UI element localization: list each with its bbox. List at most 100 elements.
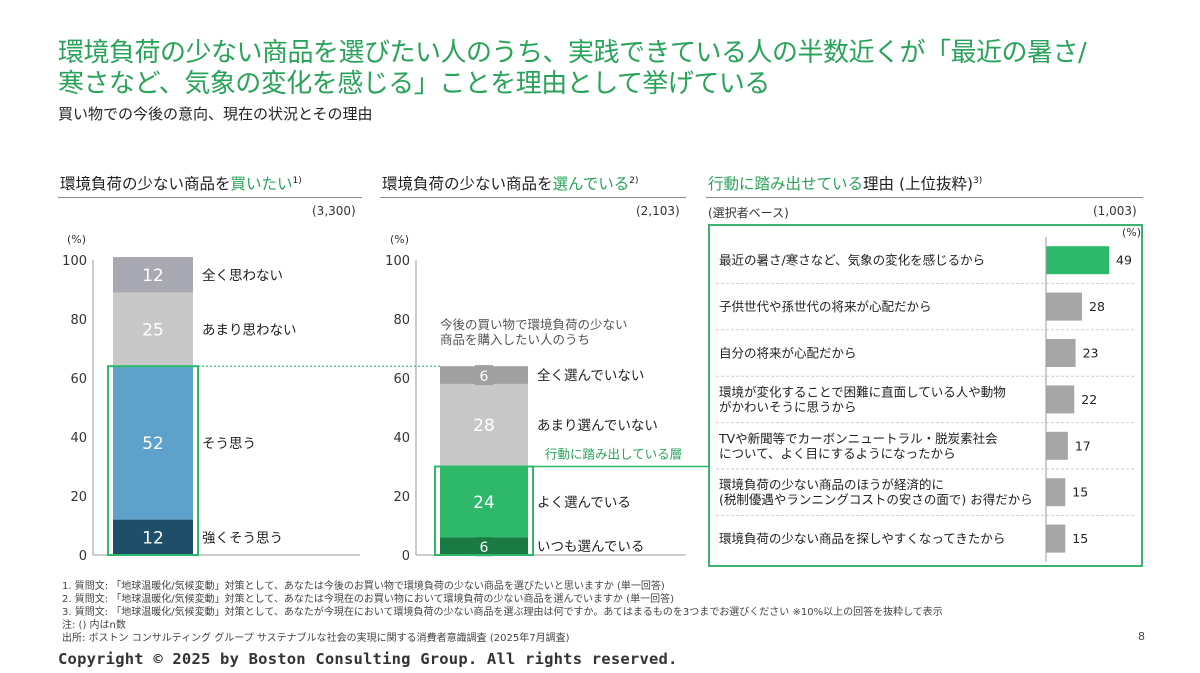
- reason-label: について、よく目にするようになったから: [719, 446, 956, 461]
- reason-value-label: 23: [1083, 346, 1099, 361]
- middle-title-highlight: 選んでいる: [552, 175, 630, 193]
- title-line-2: 寒さなど、気象の変化を感じる」ことを理由として挙げている: [58, 69, 770, 99]
- copyright: Copyright © 2025 by Boston Consulting Gr…: [58, 650, 678, 668]
- left-title-highlight: 買いたい: [230, 175, 293, 193]
- bar-segment: [113, 519, 193, 555]
- reason-value-label: 49: [1116, 253, 1132, 268]
- reason-label: 子供世代や孫世代の将来が心配だから: [719, 299, 932, 314]
- y-tick-label: 60: [70, 372, 87, 387]
- segment-name-label: いつも選んでいる: [537, 539, 644, 555]
- bar-segment: [113, 366, 193, 520]
- segment-value-label: 12: [142, 266, 164, 286]
- reason-label: 環境が変化することで困難に直面している人や動物: [719, 384, 1006, 399]
- page-title: 環境負荷の少ない商品を選びたい人のうち、実践できている人の半数近くが「最近の暑さ…: [58, 38, 1158, 100]
- right-panel-base: (1,003): [1093, 204, 1137, 218]
- bar-segment: [440, 383, 528, 467]
- middle-panel-title: 環境負荷の少ない商品を選んでいる2): [382, 172, 639, 194]
- y-tick-label: 60: [393, 372, 410, 387]
- right-title-text: 理由 (上位抜粋): [863, 175, 974, 193]
- right-panel-title: 行動に踏み出せている理由 (上位抜粋)3): [708, 172, 982, 194]
- left-stacked-chart: (%) 0 20 40 60 80 100 12 強くそう思う 52 そう思う 25 あまり思わない 12…: [62, 233, 360, 564]
- middle-panel-base: (2,103): [636, 204, 680, 218]
- page-subtitle: 買い物での今後の意向、現在の状況とその理由: [58, 105, 373, 123]
- reason-bar: [1046, 339, 1076, 367]
- connector-lines: 行動に踏み出している層: [107, 365, 708, 557]
- y-axis-unit: (%): [67, 233, 86, 246]
- right-panel-divider: [706, 197, 1143, 198]
- footnote-2: 2. 質問文: 「地球温暖化/気候変動」対策として、あなたは今現在のお買い物にお…: [62, 594, 675, 605]
- footnote-note: 注: () 内はn数: [62, 620, 126, 631]
- y-tick-label: 20: [70, 490, 87, 505]
- reason-bar: [1046, 246, 1109, 275]
- right-title-footnote-ref: 3): [973, 175, 983, 186]
- footnote-source: 出所: ボストン コンサルティング グループ サステナブルな社会の実現に関する消…: [62, 633, 570, 644]
- value-label-background: [475, 536, 493, 557]
- reason-label: 環境負荷の少ない商品を探しやすくなってきたから: [719, 531, 1005, 546]
- reason-label: TVや新聞等でカーボンニュートラル・脱炭素社会: [718, 431, 998, 446]
- middle-stacked-chart: (%) 0 20 40 60 80 100 6 いつも選んでいる 24 よく選んでいる 28 あまり選ん…: [385, 233, 686, 564]
- reason-bar: [1046, 385, 1075, 414]
- y-tick-label: 20: [393, 490, 410, 505]
- segment-name-label: あまり思わない: [202, 322, 297, 338]
- reason-bar: [1046, 524, 1066, 553]
- y-tick-label: 0: [79, 549, 87, 564]
- reason-label: 環境負荷の少ない商品のほうが経済的に: [719, 477, 944, 492]
- segment-name-label: 全く思わない: [202, 267, 283, 284]
- right-title-highlight: 行動に踏み出せている: [708, 175, 864, 193]
- segment-name-label: あまり選んでいない: [537, 418, 658, 434]
- middle-note-line: 商品を購入したい人のうち: [440, 332, 590, 347]
- left-title-footnote-ref: 1): [292, 175, 302, 186]
- segment-value-label: 52: [142, 434, 164, 454]
- right-panel-base-label: (選択者ベース): [708, 206, 789, 220]
- segment-name-label: 強くそう思う: [202, 530, 283, 546]
- reason-value-label: 15: [1072, 485, 1088, 500]
- action-layer-label: 行動に踏み出している層: [545, 447, 682, 462]
- middle-panel-divider: [380, 197, 686, 198]
- footnote-1: 1. 質問文: 「地球温暖化/気候変動」対策として、あなたは今後のお買い物で環境…: [62, 581, 665, 592]
- reason-bar: [1046, 292, 1082, 321]
- reason-label: 最近の暑さ/寒さなど、気象の変化を感じるから: [719, 253, 985, 268]
- left-panel-title: 環境負荷の少ない商品を買いたい1): [60, 172, 302, 194]
- reasons-unit: (%): [1122, 226, 1141, 239]
- bar-segment: [440, 466, 528, 538]
- segment-name-label: よく選んでいる: [537, 495, 631, 511]
- reason-label: がかわいそうに思うから: [719, 399, 857, 414]
- footnote-3: 3. 質問文: 「地球温暖化/気候変動」対策として、あなたが今現在において環境負…: [62, 607, 943, 618]
- segment-value-label: 12: [142, 528, 164, 548]
- y-axis-unit: (%): [390, 233, 409, 246]
- title-line-1: 環境負荷の少ない商品を選びたい人のうち、実践できている人の半数近くが「最近の暑さ…: [58, 38, 1087, 68]
- y-tick-label: 80: [393, 313, 410, 328]
- y-tick-label: 0: [402, 549, 410, 564]
- reason-bar: [1046, 431, 1068, 460]
- left-title-text: 環境負荷の少ない商品を: [60, 175, 231, 193]
- segment-name-label: 全く選んでいない: [537, 367, 644, 384]
- middle-title-footnote-ref: 2): [629, 175, 639, 186]
- reason-label: 自分の将来が心配だから: [719, 346, 857, 361]
- left-highlight-box: [107, 365, 199, 557]
- reason-value-label: 17: [1075, 438, 1091, 453]
- y-tick-label: 100: [62, 254, 87, 269]
- reasons-frame: [708, 224, 1143, 567]
- segment-value-label: 6: [480, 369, 489, 385]
- segment-value-label: 24: [473, 493, 495, 513]
- bar-segment: [113, 257, 193, 293]
- page-number: 8: [1138, 630, 1145, 643]
- segment-value-label: 6: [480, 540, 489, 556]
- middle-title-text: 環境負荷の少ない商品を: [382, 175, 553, 193]
- segment-value-label: 25: [142, 320, 164, 340]
- middle-highlight-box: [434, 465, 534, 556]
- reason-bar: [1046, 478, 1066, 507]
- segment-name-label: そう思う: [202, 436, 256, 452]
- left-panel-base: (3,300): [312, 204, 356, 218]
- y-tick-label: 100: [385, 254, 410, 269]
- segment-value-label: 28: [473, 416, 495, 436]
- reason-value-label: 22: [1081, 392, 1097, 407]
- y-tick-label: 40: [70, 431, 87, 446]
- middle-note-line: 今後の買い物で環境負荷の少ない: [440, 317, 628, 332]
- bar-segment: [113, 292, 193, 367]
- reason-label: (税制優遇やランニングコストの安さの面で) お得だから: [719, 492, 1033, 507]
- y-tick-label: 80: [70, 313, 87, 328]
- value-label-background: [475, 365, 493, 386]
- left-panel-divider: [58, 197, 362, 198]
